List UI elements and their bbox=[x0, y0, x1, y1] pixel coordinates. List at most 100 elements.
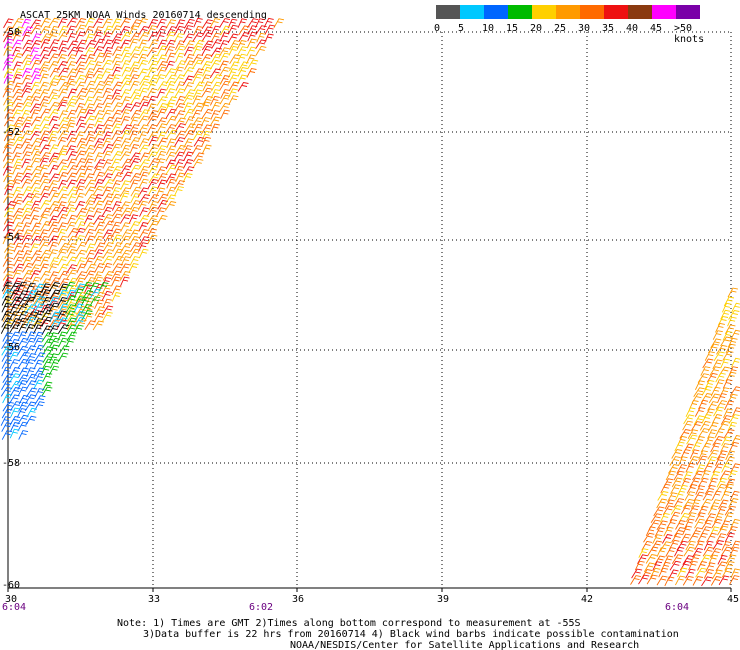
wind-barb bbox=[42, 381, 53, 392]
wind-barb bbox=[129, 143, 140, 154]
wind-barb bbox=[238, 61, 249, 72]
wind-barb bbox=[710, 442, 721, 453]
wind-barb bbox=[103, 116, 115, 127]
wind-barb bbox=[665, 547, 676, 557]
wind-barb bbox=[637, 554, 648, 565]
wind-barb bbox=[120, 46, 131, 57]
wind-barb bbox=[130, 46, 141, 57]
wind-barb bbox=[111, 60, 122, 71]
wind-barb bbox=[137, 124, 149, 135]
wind-barb bbox=[128, 74, 140, 84]
wind-barb bbox=[12, 136, 25, 147]
wind-barb bbox=[146, 124, 158, 135]
wind-barb bbox=[83, 158, 94, 169]
wind-barb bbox=[17, 414, 29, 425]
wind-barb bbox=[128, 25, 139, 36]
wind-barb bbox=[165, 200, 177, 211]
wind-barb bbox=[48, 271, 59, 282]
wind-barb bbox=[227, 74, 239, 85]
wind-barb bbox=[174, 110, 186, 120]
wind-barb bbox=[147, 186, 158, 197]
legend-label: 25 bbox=[554, 23, 567, 34]
wind-barb bbox=[66, 179, 77, 190]
wind-barb bbox=[17, 303, 29, 313]
wind-barb bbox=[22, 256, 33, 267]
wind-barb bbox=[138, 109, 150, 119]
wind-barb bbox=[29, 193, 41, 203]
wind-barb bbox=[48, 332, 59, 342]
wind-barb bbox=[83, 257, 95, 268]
legend-swatch bbox=[508, 5, 532, 19]
wind-barb bbox=[84, 186, 96, 197]
wind-barb bbox=[12, 207, 24, 218]
wind-barb bbox=[697, 477, 709, 488]
wind-barb bbox=[137, 53, 148, 64]
wind-barb bbox=[58, 117, 70, 127]
wind-barb bbox=[201, 130, 212, 141]
wind-barb bbox=[129, 152, 141, 163]
wind-barb bbox=[25, 380, 37, 391]
wind-barb bbox=[694, 380, 705, 390]
wind-barb bbox=[121, 60, 131, 70]
wind-barb bbox=[49, 75, 61, 85]
wind-barb bbox=[722, 350, 734, 361]
wind-barb bbox=[129, 256, 140, 266]
wind-barb bbox=[21, 31, 32, 42]
wind-barb bbox=[93, 271, 104, 281]
wind-barb bbox=[147, 109, 159, 120]
wind-barb bbox=[183, 108, 195, 119]
wind-barb bbox=[4, 109, 15, 119]
wind-barb bbox=[2, 151, 13, 162]
wind-barb bbox=[688, 505, 700, 515]
wind-barb bbox=[98, 281, 109, 292]
wind-barb bbox=[138, 131, 148, 141]
wind-barb bbox=[21, 158, 31, 169]
wind-barb bbox=[119, 263, 131, 274]
wind-barb bbox=[4, 243, 16, 253]
wind-barb bbox=[192, 73, 203, 84]
wind-barb bbox=[66, 68, 78, 79]
wind-barb bbox=[730, 568, 740, 579]
wind-barb bbox=[725, 450, 735, 461]
wind-barb bbox=[75, 158, 87, 168]
wind-barb bbox=[137, 59, 148, 70]
wind-barb bbox=[703, 462, 714, 473]
wind-barb bbox=[92, 208, 103, 218]
wind-barb bbox=[13, 242, 24, 253]
wind-barb bbox=[102, 186, 113, 197]
legend-label: 0 bbox=[434, 23, 441, 34]
legend-label: 10 bbox=[482, 23, 495, 34]
wind-barb bbox=[94, 299, 104, 310]
wind-barb bbox=[173, 25, 185, 36]
wind-barb bbox=[174, 88, 185, 99]
wind-barb bbox=[57, 136, 68, 147]
wind-barb bbox=[220, 109, 230, 120]
wind-barb bbox=[76, 108, 87, 119]
wind-barb bbox=[41, 296, 52, 307]
wind-barb bbox=[680, 533, 691, 544]
wind-barb bbox=[707, 401, 719, 411]
wind-barb bbox=[58, 337, 68, 348]
wind-barb bbox=[112, 172, 124, 182]
wind-barb bbox=[704, 436, 715, 447]
wind-barb bbox=[663, 526, 674, 537]
wind-barb bbox=[645, 526, 656, 536]
wind-barb bbox=[220, 89, 231, 99]
wind-barb bbox=[4, 116, 16, 127]
legend-label: >50 knots bbox=[674, 23, 705, 45]
wind-barb bbox=[12, 46, 22, 57]
wind-barb bbox=[663, 478, 674, 489]
wind-barb bbox=[58, 81, 70, 92]
wind-barb bbox=[130, 109, 142, 120]
wind-barb bbox=[694, 435, 705, 446]
wind-barb bbox=[48, 241, 59, 252]
wind-barb bbox=[93, 215, 105, 225]
wind-barb bbox=[670, 484, 681, 495]
wind-barb bbox=[119, 235, 131, 246]
wind-barb bbox=[683, 443, 694, 454]
wind-barb bbox=[26, 407, 38, 418]
wind-barb bbox=[673, 498, 685, 508]
wind-barb bbox=[112, 242, 123, 252]
wind-barb bbox=[714, 428, 725, 438]
wind-barb bbox=[74, 235, 85, 245]
